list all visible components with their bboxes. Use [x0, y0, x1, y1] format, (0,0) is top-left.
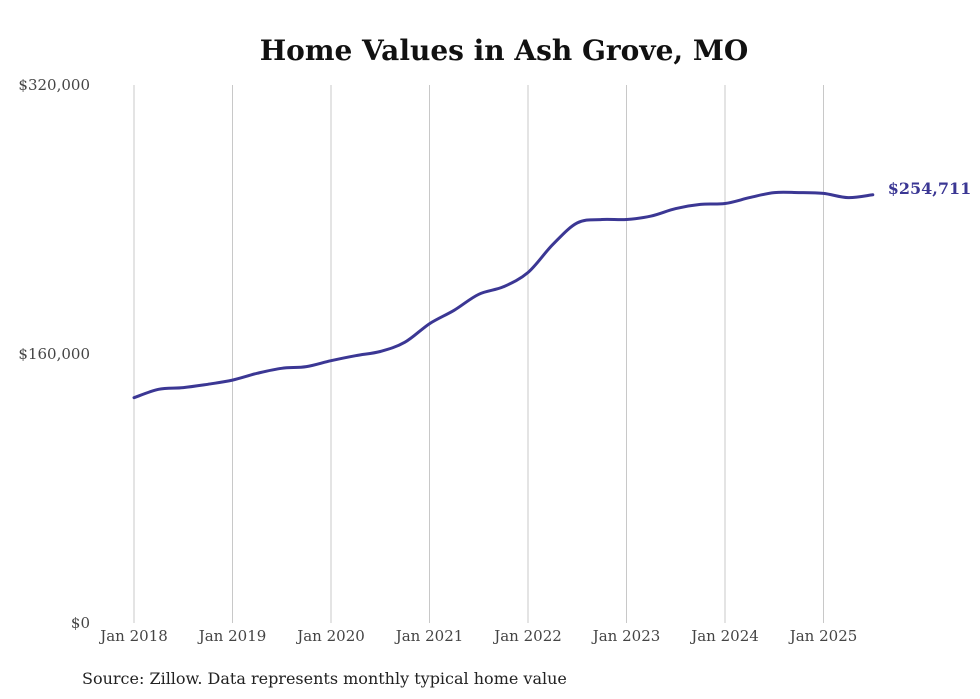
- x-tick-label: Jan 2019: [197, 627, 267, 645]
- source-note: Source: Zillow. Data represents monthly …: [82, 669, 567, 688]
- y-tick-label: $0: [71, 614, 90, 632]
- x-tick-label: Jan 2024: [689, 627, 759, 645]
- x-tick-label: Jan 2020: [295, 627, 365, 645]
- gridlines: [133, 85, 824, 623]
- series-line: [132, 190, 875, 400]
- x-axis-ticks: Jan 2018 Jan 2019 Jan 2020 Jan 2021 Jan 2022…: [98, 627, 857, 645]
- end-value-label: $254,711: [888, 179, 972, 198]
- x-tick-label: Jan 2022: [492, 627, 562, 645]
- y-axis-ticks: $0 $160,000 $320,000: [18, 76, 90, 632]
- series-layer: [132, 190, 875, 400]
- x-tick-label: Jan 2025: [788, 627, 858, 645]
- x-tick-label: Jan 2018: [98, 627, 168, 645]
- chart-title: Home Values in Ash Grove, MO: [260, 34, 749, 67]
- y-tick-label: $160,000: [18, 345, 90, 363]
- x-tick-label: Jan 2023: [591, 627, 661, 645]
- y-tick-label: $320,000: [18, 76, 90, 94]
- x-tick-label: Jan 2021: [394, 627, 464, 645]
